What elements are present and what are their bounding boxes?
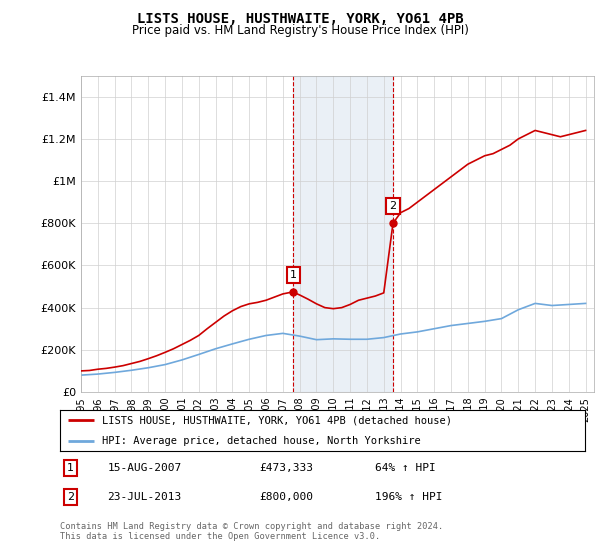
Text: 196% ↑ HPI: 196% ↑ HPI — [375, 492, 443, 502]
Text: 2: 2 — [389, 202, 397, 211]
Text: Price paid vs. HM Land Registry's House Price Index (HPI): Price paid vs. HM Land Registry's House … — [131, 24, 469, 36]
Bar — [293, 76, 393, 392]
Text: LISTS HOUSE, HUSTHWAITE, YORK, YO61 4PB: LISTS HOUSE, HUSTHWAITE, YORK, YO61 4PB — [137, 12, 463, 26]
Text: 1: 1 — [67, 463, 74, 473]
Text: 1: 1 — [290, 270, 297, 281]
Text: LISTS HOUSE, HUSTHWAITE, YORK, YO61 4PB (detached house): LISTS HOUSE, HUSTHWAITE, YORK, YO61 4PB … — [102, 415, 452, 425]
Text: Contains HM Land Registry data © Crown copyright and database right 2024.
This d: Contains HM Land Registry data © Crown c… — [60, 522, 443, 542]
Text: 15-AUG-2007: 15-AUG-2007 — [107, 463, 182, 473]
Text: £473,333: £473,333 — [260, 463, 314, 473]
Text: HPI: Average price, detached house, North Yorkshire: HPI: Average price, detached house, Nort… — [102, 436, 421, 446]
Text: 64% ↑ HPI: 64% ↑ HPI — [375, 463, 436, 473]
Text: £800,000: £800,000 — [260, 492, 314, 502]
Text: 23-JUL-2013: 23-JUL-2013 — [107, 492, 182, 502]
Text: 2: 2 — [67, 492, 74, 502]
